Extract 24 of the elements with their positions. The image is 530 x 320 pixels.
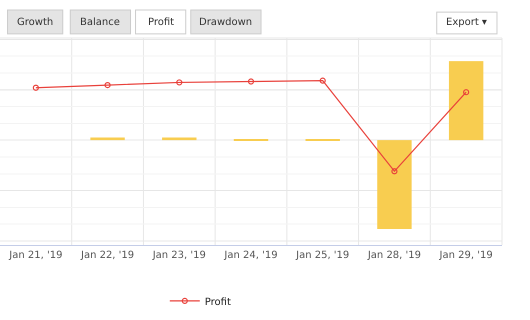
point: [32, 84, 39, 91]
x-tick-label: Jan 21, '19: [8, 250, 62, 261]
x-tick-label: Jan 24, '19: [223, 250, 278, 261]
bar: [162, 138, 196, 140]
point: [176, 79, 182, 86]
x-tick-label: Jan 22, '19: [80, 250, 134, 261]
x-tick-label: Jan 28, '19: [366, 250, 422, 261]
point: [320, 78, 326, 84]
text: Profit: [148, 17, 174, 28]
x-tick-label: Jan 25, '19: [295, 250, 350, 261]
bar: [90, 138, 125, 140]
text: Drawdown: [199, 17, 252, 28]
x-tick-label: Jan 29, '19: [438, 250, 493, 261]
legend-label: Profit: [204, 296, 231, 308]
text: Growth: [17, 17, 54, 28]
x-tick-label: Jan 23, '19: [152, 250, 206, 261]
bar: [448, 61, 484, 140]
point: [391, 168, 398, 174]
point: [104, 82, 111, 88]
point: [463, 89, 470, 96]
point: [248, 78, 254, 85]
bar: [377, 140, 412, 230]
text: Balance: [80, 17, 120, 28]
text: Export ▾: [446, 17, 487, 28]
